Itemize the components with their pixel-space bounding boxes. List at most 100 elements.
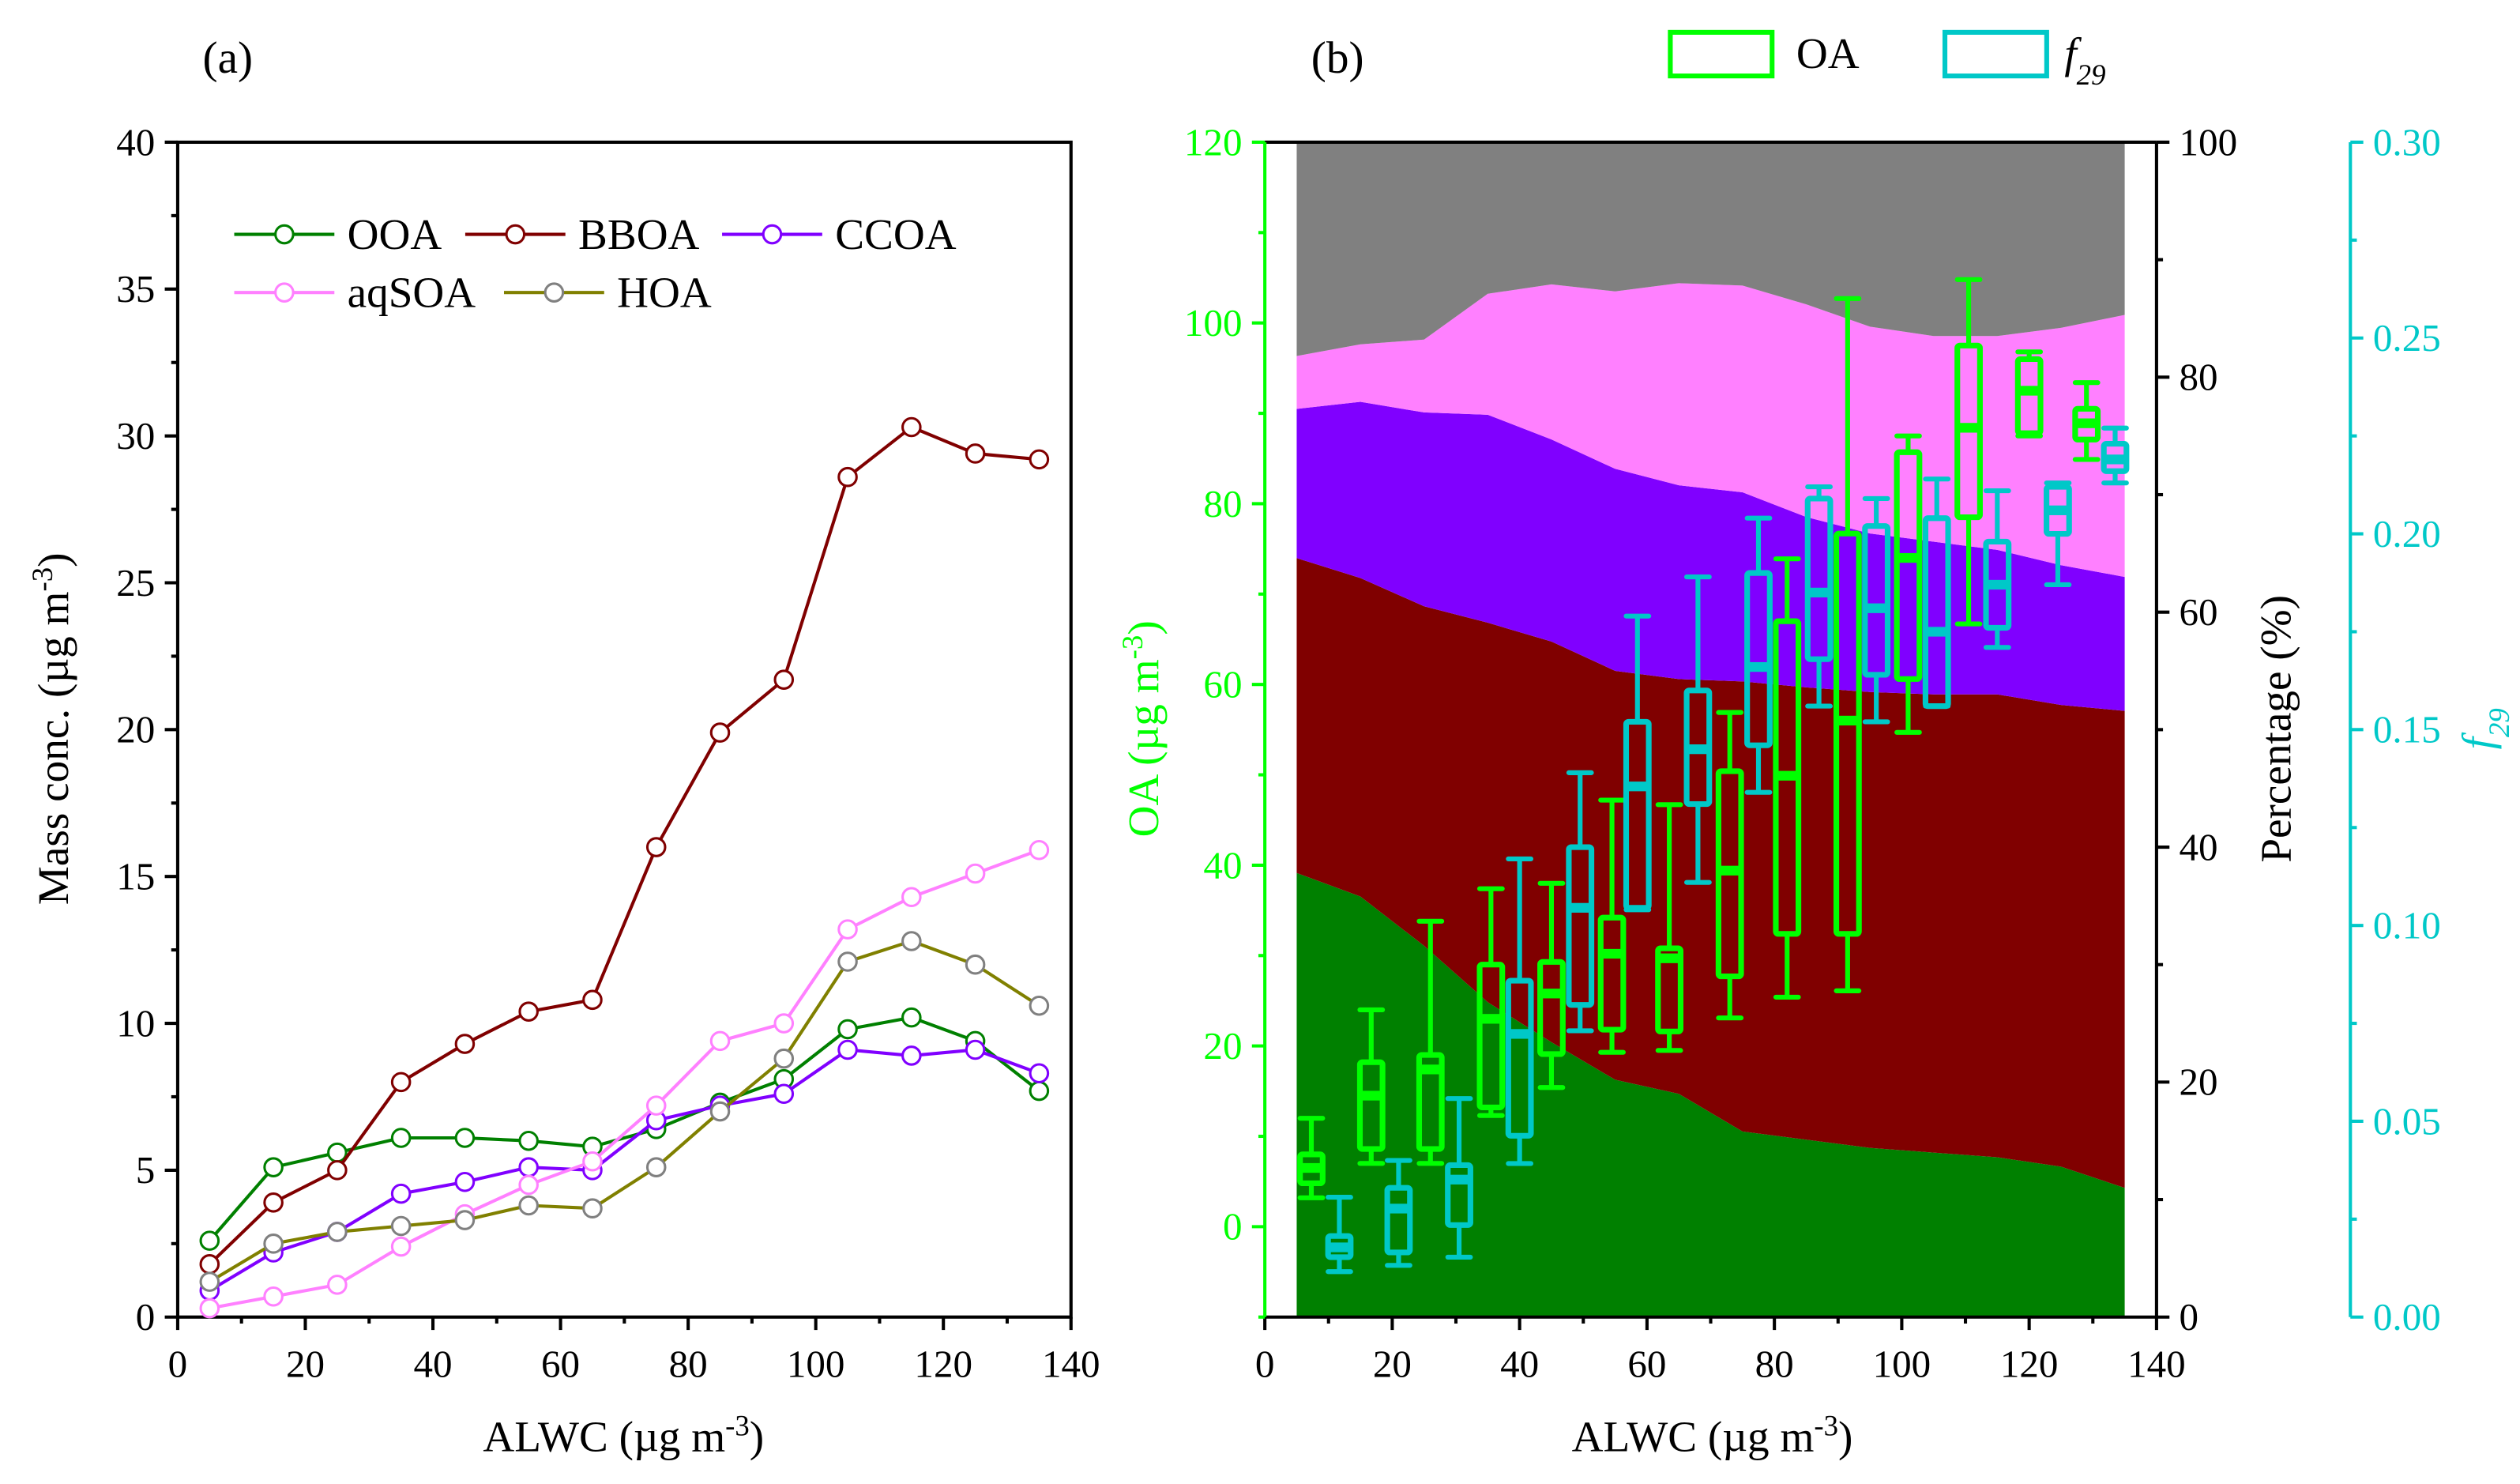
percentage-tick-label: 100	[2180, 120, 2238, 164]
median-bar	[1718, 865, 1742, 876]
median-bar	[2046, 505, 2070, 515]
data-point-hoa	[709, 1101, 731, 1122]
f29-box	[1505, 856, 1534, 1166]
f29-tick-label: 0.25	[2373, 316, 2441, 360]
median-bar	[1986, 579, 2009, 590]
y-axis-title: Mass conc. (µg m-3)	[25, 552, 77, 905]
median-bar	[1328, 1242, 1351, 1252]
percentage-tick-label: 0	[2180, 1295, 2199, 1339]
iqr-box	[1445, 1162, 1473, 1228]
median-bar	[1299, 1162, 1323, 1173]
x-tick-label: 80	[1755, 1342, 1794, 1385]
data-point-aqsoa	[645, 1095, 667, 1116]
f29-box	[1983, 488, 2012, 650]
f29-box	[1384, 1158, 1413, 1268]
median-bar	[2104, 454, 2127, 465]
legend-label-f29: f29	[2064, 29, 2105, 91]
legend-label-f29-sub: 29	[2077, 58, 2106, 90]
data-point-hoa	[199, 1271, 220, 1292]
data-point-hoa	[1029, 995, 1050, 1016]
iqr-box	[2014, 356, 2044, 436]
x-tick-label: 120	[914, 1342, 972, 1385]
data-point-ccoa	[390, 1183, 412, 1204]
data-point-bboa	[390, 1072, 412, 1093]
data-point-bboa	[645, 837, 667, 857]
series-line-hoa	[209, 939, 1040, 1283]
legend-label-ooa: OOA	[348, 210, 442, 258]
x-tick-label: 140	[1042, 1342, 1100, 1385]
oa-box	[1416, 918, 1445, 1166]
data-point-ooa	[327, 1142, 348, 1163]
data-point-hoa	[965, 954, 986, 975]
data-point-ooa	[454, 1128, 476, 1148]
y-tick-label: 20	[116, 708, 155, 751]
data-point-aqsoa	[965, 863, 986, 884]
y-tick-label: 15	[116, 855, 155, 898]
data-point-aqsoa	[263, 1286, 284, 1307]
data-point-bboa	[837, 466, 858, 488]
legend: OOA BBOA CCOA aqSOA HOA	[234, 210, 957, 317]
oa-box	[1715, 710, 1744, 1021]
y-tick-label: 0	[136, 1295, 156, 1339]
data-point-ccoa	[837, 1039, 858, 1060]
series-ccoa	[199, 1039, 1050, 1301]
f29-box	[1862, 495, 1891, 725]
data-point-ooa	[901, 1007, 922, 1028]
median-bar	[2018, 386, 2040, 396]
oa-box	[1833, 296, 1862, 993]
median-bar	[1360, 1090, 1383, 1101]
data-point-ooa	[199, 1230, 220, 1251]
data-point-hoa	[773, 1048, 795, 1069]
data-point-ccoa	[1029, 1063, 1050, 1084]
x-tick-label: 60	[1627, 1342, 1666, 1385]
data-point-aqsoa	[1029, 839, 1050, 861]
f29-tick-label: 0.05	[2373, 1099, 2441, 1143]
oa-box	[1894, 433, 1923, 735]
series-line-aqsoa	[209, 848, 1040, 1310]
f29-box	[1325, 1195, 1354, 1275]
y-tick-label: 5	[136, 1148, 156, 1192]
f29-box	[2044, 480, 2072, 588]
x-axis-title: ALWC (µg m-3)	[483, 1409, 764, 1461]
data-point-aqsoa	[709, 1030, 731, 1052]
legend-marker-aqsoa	[274, 282, 295, 303]
data-point-bboa	[199, 1254, 220, 1275]
percentage-tick-label: 40	[2180, 825, 2218, 868]
f29-box	[1623, 613, 1652, 913]
median-bar	[1657, 953, 1681, 963]
median-bar	[1508, 1029, 1531, 1039]
data-point-aqsoa	[390, 1236, 412, 1257]
oa-box	[1356, 1007, 1386, 1166]
iqr-box	[1655, 945, 1684, 1034]
x-axis-title-sup: -3	[1814, 1409, 1838, 1441]
iqr-box	[1416, 1052, 1445, 1152]
f29-tick-label: 0.00	[2373, 1295, 2441, 1339]
data-point-hoa	[582, 1198, 603, 1218]
data-point-aqsoa	[773, 1013, 795, 1034]
y-tick-label: 10	[116, 1001, 155, 1045]
f29-box	[1744, 515, 1773, 795]
series-line-bboa	[208, 425, 1040, 1266]
legend-marker-bboa	[505, 224, 526, 245]
median-bar	[1957, 423, 1980, 433]
y-axis-title-end: )	[29, 552, 77, 567]
y-tick-label: 40	[116, 120, 155, 164]
series-line-ooa	[208, 1015, 1040, 1242]
f29-box	[1566, 770, 1595, 1034]
panel-b-area-box-chart: (b) 0 20 40 60 80 100 120 140020406080100120020…	[1116, 29, 2515, 1461]
x-tick-label: 20	[1373, 1342, 1412, 1385]
data-point-aqsoa	[837, 919, 858, 940]
data-point-bboa	[709, 722, 731, 743]
data-point-aqsoa	[901, 887, 922, 908]
f29-tick-label: 0.30	[2373, 120, 2441, 164]
median-bar	[2074, 418, 2098, 428]
data-point-bboa	[965, 443, 986, 464]
f29-box	[1445, 1096, 1473, 1260]
data-point-bboa	[454, 1034, 476, 1054]
legend-marker-ooa	[274, 224, 295, 245]
area-layer-bboa	[1296, 558, 2125, 1188]
iqr-box	[1623, 718, 1652, 911]
median-bar	[1925, 627, 1949, 637]
oa-boxes	[1297, 277, 2101, 1200]
oa-tick-label: 20	[1203, 1024, 1242, 1068]
